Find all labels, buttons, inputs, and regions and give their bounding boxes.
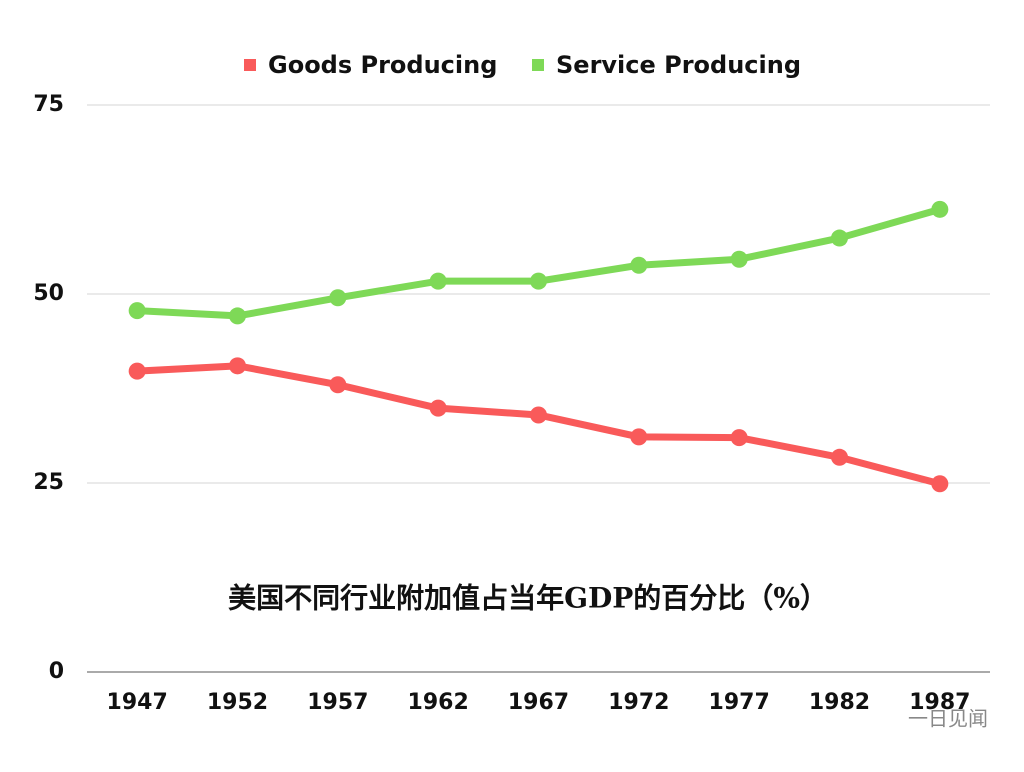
x-tick-label: 1957 — [307, 690, 368, 715]
point — [530, 406, 547, 424]
point — [329, 376, 347, 394]
point — [831, 448, 848, 466]
x-tick-label: 1952 — [207, 690, 268, 715]
x-tick-label: 1962 — [408, 690, 469, 715]
point — [229, 357, 246, 375]
point — [630, 428, 648, 446]
point — [229, 307, 246, 325]
point — [730, 429, 748, 447]
x-tick-label: 1967 — [508, 690, 569, 715]
point — [530, 272, 547, 290]
chart-title: 美国不同行业附加值占当年GDP的百分比（%） — [228, 582, 828, 615]
legend-swatch — [244, 59, 256, 71]
y-tick-label: 25 — [33, 470, 64, 495]
y-tick-label: 50 — [33, 281, 64, 306]
point — [128, 362, 146, 380]
point — [931, 200, 949, 218]
line — [136, 205, 941, 320]
x-tick-label: 1987 — [909, 690, 970, 715]
y-tick-label: 75 — [33, 92, 64, 117]
watermark: 一日见闻 — [908, 707, 988, 731]
x-tick-label: 1947 — [107, 690, 168, 715]
point — [831, 229, 848, 247]
x-tick-label: 1977 — [709, 690, 770, 715]
line — [136, 362, 941, 488]
point — [630, 256, 648, 274]
legend-swatch — [532, 59, 544, 71]
y-tick-label: 0 — [49, 659, 64, 684]
legend-label: Goods Producing — [268, 51, 497, 79]
x-tick-label: 1982 — [809, 690, 870, 715]
point — [128, 302, 146, 320]
point — [730, 250, 748, 268]
point — [931, 475, 949, 493]
point — [429, 399, 447, 417]
point — [329, 289, 347, 307]
point — [429, 272, 447, 290]
legend-label: Service Producing — [556, 51, 801, 79]
x-tick-label: 1972 — [608, 690, 669, 715]
